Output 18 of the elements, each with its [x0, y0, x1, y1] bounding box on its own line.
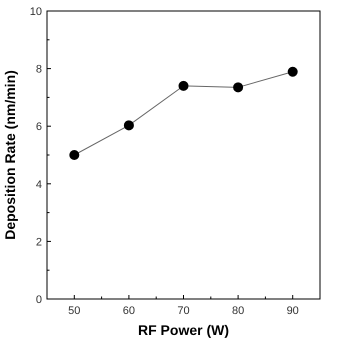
- y-tick-label: 10: [30, 6, 42, 18]
- y-tick-label: 4: [36, 178, 42, 191]
- point: [124, 120, 134, 130]
- x-tick-label: 90: [286, 305, 299, 317]
- point: [288, 66, 298, 77]
- point: [178, 80, 188, 91]
- x-tick-label: 70: [177, 305, 190, 317]
- x-tick-label: 80: [232, 305, 244, 317]
- y-tick-label: 6: [36, 121, 42, 134]
- x-axis-title: RF Power (W): [138, 322, 229, 338]
- y-axis-title: Deposition Rate (nm/min): [2, 70, 18, 240]
- y-tick-label: 2: [36, 236, 42, 248]
- point: [233, 82, 244, 92]
- x-tick-label: 60: [122, 305, 136, 317]
- y-tick-label: 8: [36, 64, 42, 76]
- y-tick-label: 0: [36, 294, 42, 306]
- x-tick-label: 50: [68, 305, 80, 317]
- point: [69, 150, 80, 160]
